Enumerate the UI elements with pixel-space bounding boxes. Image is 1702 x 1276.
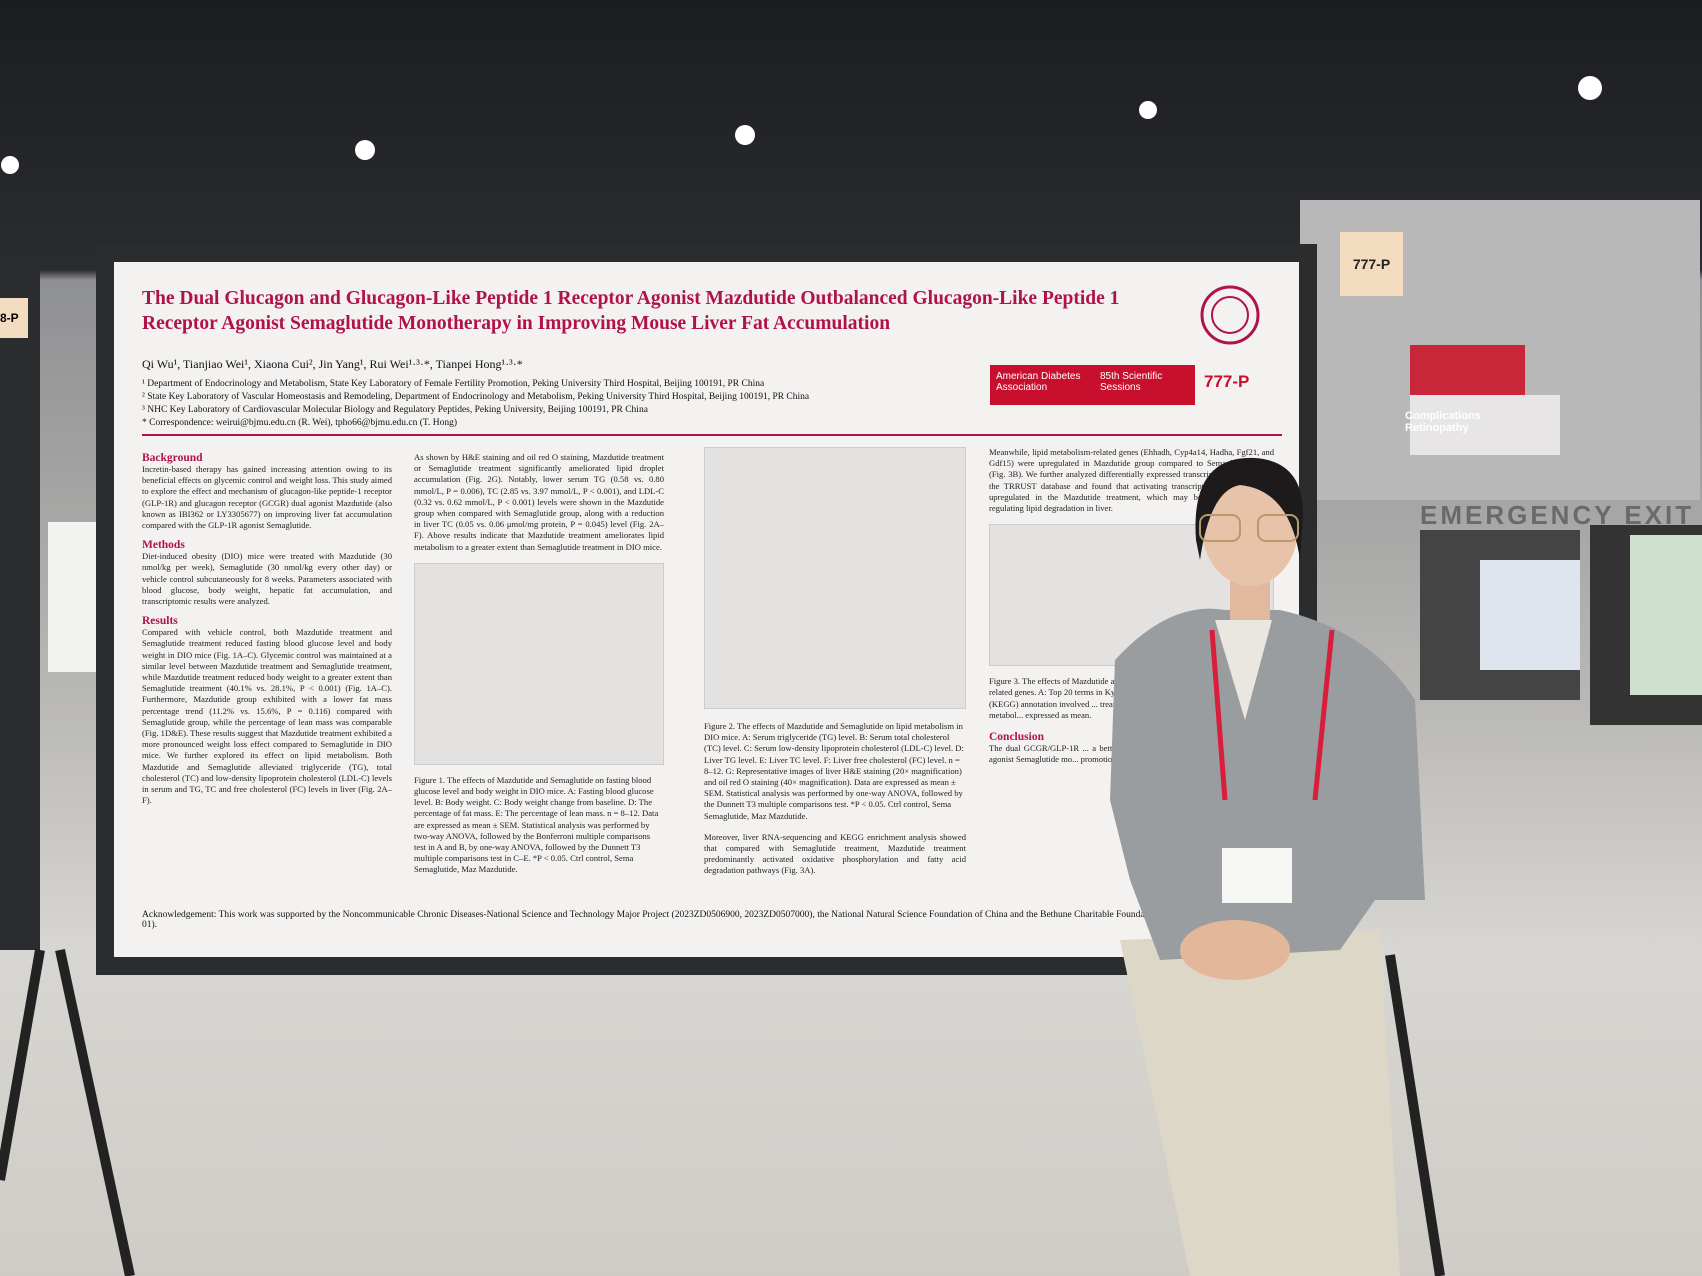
figure-1-caption: Figure 1. The effects of Mazdutide and S… (414, 774, 659, 875)
badge-org: American Diabetes Association (996, 371, 1081, 393)
figure-column: Figure 2. The effects of Mazdutide and S… (704, 447, 966, 877)
glasses (1257, 514, 1299, 542)
board-number: 777-P (1340, 232, 1403, 296)
exit-sign: EMERGENCY EXIT (1420, 500, 1695, 530)
figure-2-caption: Figure 2. The effects of Mazdutide and S… (704, 721, 964, 821)
right-text: Meanwhile, lipid metabolism-related gene… (989, 447, 1274, 514)
logo (1200, 285, 1260, 345)
name-badge (1222, 848, 1292, 903)
easel-leg (0, 949, 45, 1181)
acknowledgement: Acknowledgement: This work was supported… (142, 910, 1264, 930)
glasses (1199, 514, 1241, 542)
section-text: Compared with vehicle control, both Mazd… (142, 627, 392, 806)
left-sign: 8-P (0, 298, 28, 338)
hair (1195, 457, 1304, 560)
badge-sessions: 85th Scientific Sessions (1100, 371, 1163, 393)
affiliation: ² State Key Laboratory of Vascular Homeo… (142, 392, 810, 402)
bottom-text: Moreover, liver RNA-sequencing and KEGG … (704, 831, 966, 876)
divider (142, 434, 1282, 436)
middle-text: As shown by H&E staining and oil red O s… (414, 452, 664, 552)
ada-badge: American Diabetes Association 85th Scien… (990, 365, 1195, 405)
easel-leg (55, 948, 135, 1276)
figure-2 (704, 447, 966, 709)
affiliation: * Correspondence: weirui@bjmu.edu.cn (R.… (142, 418, 458, 428)
skirt (1120, 930, 1400, 1276)
easel-leg (1385, 954, 1445, 1276)
left-column: Background Incretin-based therapy has ga… (142, 452, 392, 806)
poster-far (1630, 535, 1702, 695)
middle-column: As shown by H&E staining and oil red O s… (414, 452, 664, 876)
poster-title: The Dual Glucagon and Glucagon-Like Pept… (142, 288, 1120, 334)
authors: Qi Wu¹, Tianjiao Wei¹, Xiaona Cui², Jin … (142, 357, 523, 371)
poster: The Dual Glucagon and Glucagon-Like Pept… (114, 262, 1299, 957)
banner-text: Complications Retinopathy (1405, 410, 1481, 434)
banner (1410, 395, 1560, 455)
figure-1 (414, 562, 664, 765)
section-text: Diet-induced obesity (DIO) mice were tre… (142, 551, 392, 607)
section-heading: Results (142, 615, 178, 628)
poster-code: 777-P (1204, 372, 1250, 391)
section-text: Incretin-based therapy has gained increa… (142, 464, 392, 531)
qr-sheet (48, 522, 103, 672)
ceiling-lights (1, 76, 1602, 174)
affiliation: ³ NHC Key Laboratory of Cardiovascular M… (142, 405, 648, 415)
section-heading: Conclusion (989, 731, 1044, 744)
lanyard (1209, 629, 1335, 801)
shirt (1110, 608, 1425, 960)
poster-far (1480, 560, 1580, 670)
section-heading: Background (142, 452, 203, 464)
collar (1215, 620, 1272, 720)
affiliation: ¹ Department of Endocrinology and Metabo… (142, 379, 765, 389)
section-heading: Methods (142, 539, 185, 552)
board-left (0, 270, 40, 950)
hands (1180, 920, 1290, 980)
